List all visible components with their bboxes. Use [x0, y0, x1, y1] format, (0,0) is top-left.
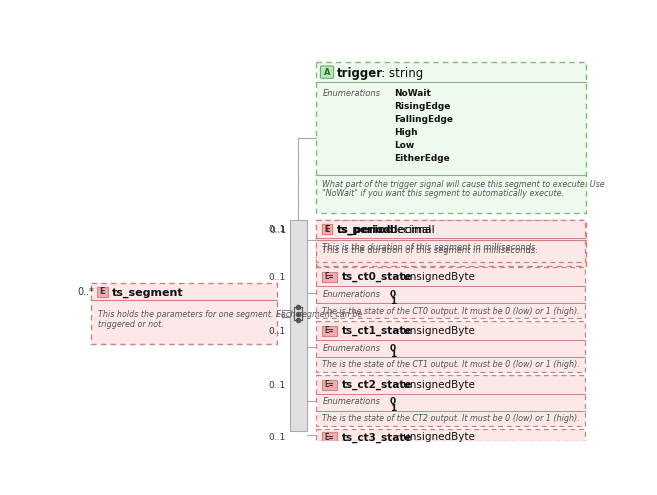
Text: A: A [324, 68, 330, 77]
Text: : decimal: : decimal [380, 225, 431, 235]
Text: : decimal: : decimal [380, 225, 434, 235]
Text: E=: E= [325, 433, 334, 442]
Text: E: E [324, 225, 330, 234]
Text: ts_ct2_state: ts_ct2_state [342, 380, 412, 390]
Text: RisingEdge: RisingEdge [394, 102, 450, 111]
Bar [316, 62, 586, 213]
Text: Low: Low [394, 141, 414, 150]
Bar [316, 429, 585, 442]
Text: E=: E= [325, 326, 334, 335]
Text: triggered or not.: triggered or not. [98, 320, 164, 329]
Bar [316, 220, 586, 266]
Text: This holds the parameters for one segment. Each segment can be: This holds the parameters for one segmen… [98, 310, 362, 319]
Text: EitherEdge: EitherEdge [394, 154, 449, 163]
Text: E: E [99, 287, 105, 296]
Text: This is the duration of this segment in milliseconds.: This is the duration of this segment in … [323, 244, 538, 252]
Bar [321, 272, 337, 282]
Bar [321, 326, 337, 336]
Text: What part of the trigger signal will cause this segment to execute. Use: What part of the trigger signal will cau… [323, 180, 605, 189]
Bar [316, 375, 585, 426]
Text: : unsignedByte: : unsignedByte [393, 380, 475, 390]
Bar [321, 224, 332, 234]
Text: 0..1: 0..1 [269, 381, 286, 390]
Text: NoWait: NoWait [394, 89, 430, 98]
Text: : string: : string [371, 67, 424, 80]
Text: Enumerations: Enumerations [323, 290, 380, 298]
Text: Enumerations: Enumerations [323, 89, 380, 98]
Text: 0..1: 0..1 [269, 273, 286, 282]
Text: ts_segment: ts_segment [112, 289, 184, 298]
Bar [290, 220, 307, 431]
Text: 0..1: 0..1 [269, 433, 286, 442]
Text: Enumerations: Enumerations [323, 397, 380, 406]
Text: The is the state of the CT1 output. It must be 0 (low) or 1 (high).: The is the state of the CT1 output. It m… [323, 360, 580, 369]
Bar [316, 220, 585, 262]
Text: E: E [324, 225, 330, 234]
Text: ts_ct1_state: ts_ct1_state [342, 326, 412, 336]
Text: 1: 1 [390, 404, 396, 413]
Text: 0: 0 [390, 344, 396, 352]
Text: "NoWait" if you want this segment to automatically execute.: "NoWait" if you want this segment to aut… [323, 189, 564, 198]
Text: E=: E= [325, 272, 334, 282]
Text: 1: 1 [390, 297, 396, 305]
Text: This is the duration of this segment in milliseconds.: This is the duration of this segment in … [323, 246, 538, 255]
Text: E=: E= [325, 380, 334, 389]
Text: : unsignedByte: : unsignedByte [393, 326, 475, 336]
Text: ts_ct0_state: ts_ct0_state [342, 272, 412, 283]
Bar [321, 380, 337, 390]
FancyBboxPatch shape [321, 66, 334, 78]
Text: trigger: trigger [337, 67, 383, 80]
Bar [321, 432, 337, 442]
Bar [316, 267, 585, 318]
Text: : unsignedByte: : unsignedByte [393, 433, 475, 443]
Text: 0..*: 0..* [78, 287, 95, 297]
Text: Enumerations: Enumerations [323, 344, 380, 352]
Text: 0..1: 0..1 [269, 327, 286, 336]
Text: 0..1: 0..1 [269, 225, 286, 234]
Text: : unsignedByte: : unsignedByte [393, 272, 475, 282]
Text: The is the state of the CT0 output. It must be 0 (low) or 1 (high).: The is the state of the CT0 output. It m… [323, 306, 580, 316]
Text: High: High [394, 128, 417, 137]
Bar [316, 321, 585, 372]
Bar [97, 287, 108, 297]
Bar [91, 283, 277, 345]
Text: 1: 1 [390, 350, 396, 359]
Text: The is the state of the CT2 output. It must be 0 (low) or 1 (high).: The is the state of the CT2 output. It m… [323, 414, 580, 423]
Text: 0..1: 0..1 [269, 226, 286, 235]
Text: FallingEdge: FallingEdge [394, 115, 453, 124]
Text: ts_period: ts_period [337, 225, 395, 236]
Text: ts_period: ts_period [337, 224, 392, 235]
Text: 0: 0 [390, 290, 396, 298]
Text: ts_ct3_state: ts_ct3_state [342, 432, 412, 443]
Bar [321, 224, 332, 234]
Text: 0: 0 [390, 397, 396, 406]
Bar [282, 310, 290, 317]
